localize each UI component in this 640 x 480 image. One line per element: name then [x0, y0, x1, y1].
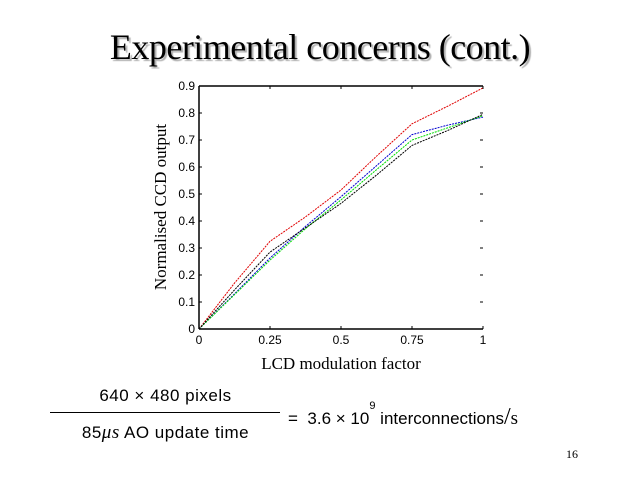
y-tick-label: 0.2	[178, 268, 195, 282]
y-tick-label: 0.3	[178, 241, 195, 255]
denominator-rest: AO update time	[119, 423, 250, 442]
result-unit: s	[510, 408, 519, 429]
fraction-bar	[50, 412, 280, 413]
y-tick-label: 0	[188, 322, 195, 336]
series-group	[198, 87, 484, 330]
equals-sign: =	[288, 409, 298, 428]
series-line-blue	[198, 116, 484, 330]
y-tick-label: 0.1	[178, 295, 195, 309]
series-line-red	[198, 87, 484, 330]
result-exponent: 9	[369, 400, 376, 412]
equation-result: = 3.6 × 109 interconnections/s	[288, 400, 519, 431]
x-tick-label: 0	[196, 333, 203, 347]
ticks-group: 0 0.25 0.5 0.75 1 0 0.1 0.2 0.3 0.4 0.5 0.6 0.7 0.8 0.…	[178, 79, 486, 347]
y-axis-title: Normalised CCD output	[151, 124, 170, 290]
denominator-unit: μs	[101, 422, 120, 443]
y-tick-label: 0.6	[178, 160, 195, 174]
equation-denominator: 85μs AO update time	[48, 422, 283, 444]
x-tick-label: 0.75	[400, 333, 424, 347]
equation-numerator: 640 × 480 pixels	[99, 386, 232, 405]
y-tick-label: 0.9	[178, 79, 195, 93]
result-text: interconnections	[375, 409, 504, 428]
series-line-green	[198, 115, 484, 330]
slide-title: Experimental concerns (cont.)	[109, 27, 531, 67]
y-tick-label: 0.5	[178, 187, 195, 201]
axes	[198, 85, 483, 330]
x-tick-label: 1	[480, 333, 487, 347]
y-tick-label: 0.4	[178, 214, 195, 228]
x-axis-title: LCD modulation factor	[261, 354, 421, 373]
result-mantissa: 3.6 × 10	[307, 409, 370, 428]
x-tick-label: 0.5	[333, 333, 350, 347]
page-number: 16	[566, 447, 578, 461]
series-line-black	[198, 113, 484, 330]
y-tick-label: 0.7	[178, 133, 195, 147]
y-tick-label: 0.8	[178, 106, 195, 120]
result-slash: /	[503, 404, 511, 430]
x-tick-label: 0.25	[258, 333, 282, 347]
denominator-number: 85	[81, 423, 102, 442]
